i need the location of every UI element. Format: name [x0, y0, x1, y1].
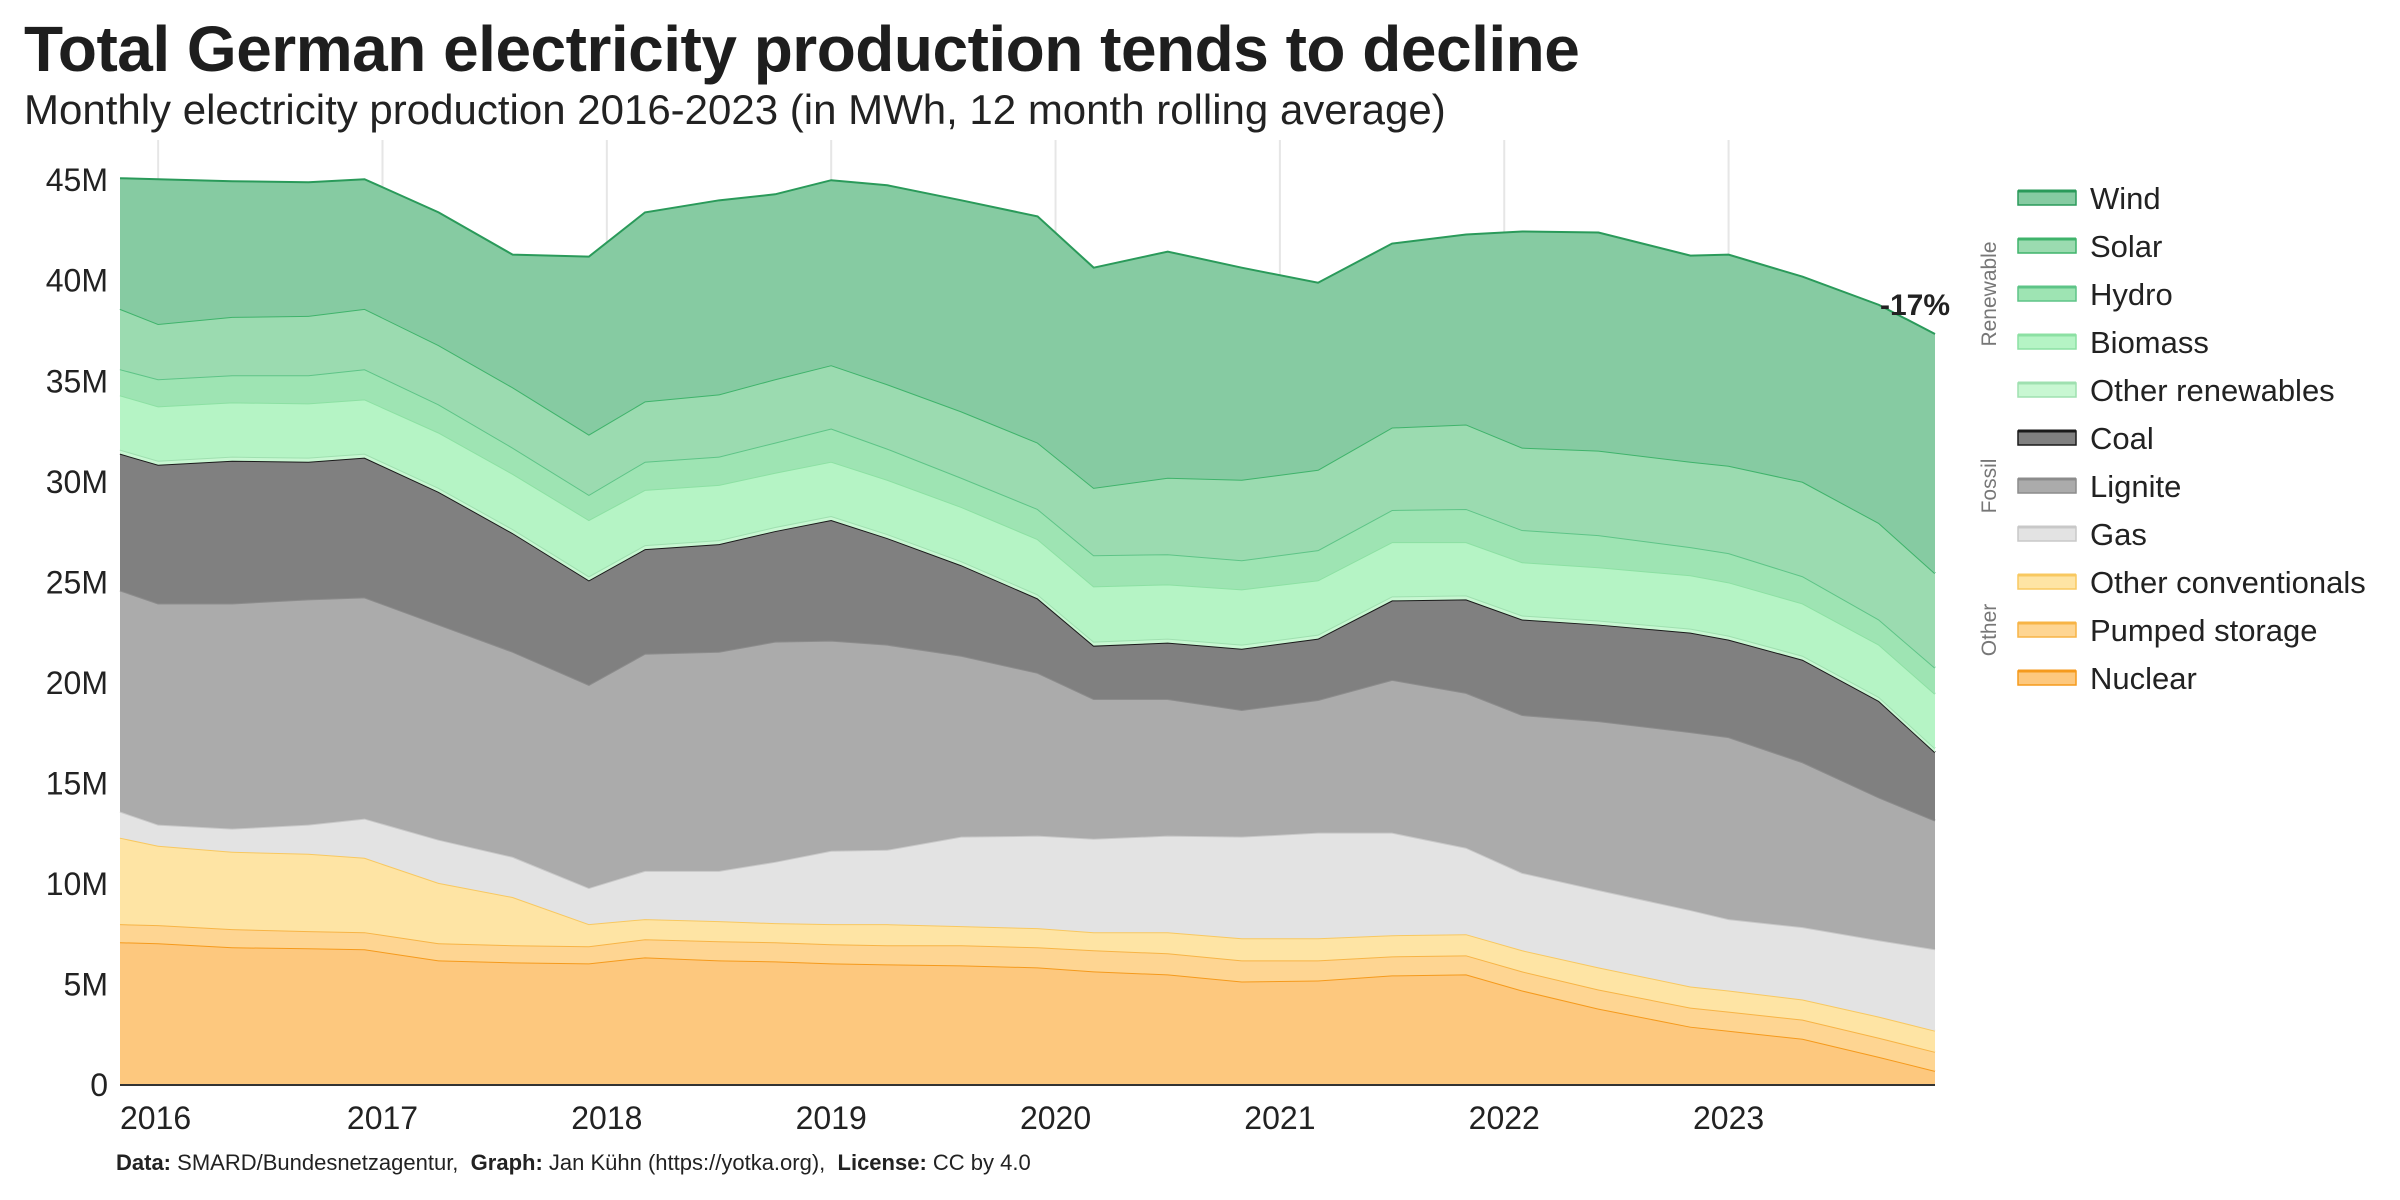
legend-swatch-hydro — [2017, 286, 2077, 302]
y-tick-label: 5M — [64, 966, 108, 1002]
legend-swatch-biomass — [2017, 334, 2077, 350]
legend-swatch-nuclear — [2017, 670, 2077, 686]
y-tick-label: 10M — [46, 866, 108, 902]
legend-label-gas: Gas — [2090, 517, 2147, 552]
x-tick-label-2018: 2018 — [571, 1100, 642, 1136]
annotations: -17% — [1880, 289, 1950, 322]
line-other-conventionals — [119, 836, 1936, 1032]
y-tick-label: 45M — [46, 162, 108, 198]
legend-label-other-renewables: Other renewables — [2090, 373, 2335, 408]
area-other-conventionals — [120, 837, 1935, 1052]
x-tick-label-2017: 2017 — [347, 1100, 418, 1136]
legend-label-nuclear: Nuclear — [2090, 661, 2197, 696]
footer-license-value: CC by 4.0 — [932, 1150, 1031, 1175]
y-tick-label: 30M — [46, 464, 108, 500]
legend-swatch-wind — [2017, 190, 2077, 206]
y-tick-label: 20M — [46, 665, 108, 701]
change-annotation: -17% — [1880, 289, 1950, 322]
legend-label-coal: Coal — [2090, 421, 2154, 456]
y-tick-label: 35M — [46, 363, 108, 399]
legend-swatch-coal — [2017, 430, 2077, 446]
y-tick-label: 40M — [46, 263, 108, 299]
legend-label-biomass: Biomass — [2090, 325, 2209, 360]
footer-graph-value: Jan Kühn (https://yotka.org), — [548, 1150, 826, 1175]
legend-swatch-other-renewables — [2017, 382, 2077, 398]
area-solar — [120, 308, 1935, 668]
area-wind — [120, 178, 1935, 574]
x-tick-label-2016: 2016 — [120, 1100, 191, 1136]
legend-swatch-lignite — [2017, 478, 2077, 494]
legend-swatch-solar — [2017, 238, 2077, 254]
legend-group-other: Other — [1978, 604, 2001, 657]
source-footer: Data: SMARD/Bundesnetzagentur, Graph: Ja… — [116, 1150, 1031, 1176]
legend-group-fossil: Fossil — [1978, 459, 2001, 514]
area-series — [119, 177, 1936, 1085]
area-gas — [120, 811, 1935, 1031]
area-hydro — [120, 369, 1935, 694]
legend-group-renewable: Renewable — [1978, 241, 2001, 346]
legend-swatch-other-conventionals — [2017, 574, 2077, 590]
x-tick-label-2021: 2021 — [1244, 1100, 1315, 1136]
footer-license-label: License: — [837, 1150, 927, 1175]
footer-graph-label: Graph: — [470, 1150, 543, 1175]
y-tick-label: 25M — [46, 564, 108, 600]
chart-subtitle: Monthly electricity production 2016-2023… — [24, 86, 1446, 133]
x-tick-label-2023: 2023 — [1693, 1100, 1764, 1136]
chart-title: Total German electricity production tend… — [24, 13, 1580, 85]
area-pumped-storage — [120, 924, 1935, 1071]
legend-label-other-conventionals: Other conventionals — [2090, 565, 2366, 600]
axes: 0 5M 10M 15M 20M 25M 30M 35M 40M 45M 2016 2017 2018 2… — [46, 162, 1935, 1136]
x-tick-label-2020: 2020 — [1020, 1100, 1091, 1136]
footer-data-label: Data: — [116, 1150, 172, 1175]
area-nuclear — [120, 942, 1935, 1085]
area-lignite — [120, 590, 1935, 950]
legend-swatch-gas — [2017, 526, 2077, 542]
legend-swatch-pumped-storage — [2017, 622, 2077, 638]
x-tick-label-2019: 2019 — [796, 1100, 867, 1136]
footer-data-value: SMARD/Bundesnetzagentur, — [177, 1150, 459, 1175]
legend-label-lignite: Lignite — [2090, 469, 2181, 504]
y-tick-label: 15M — [46, 765, 108, 801]
legend-label-pumped-storage: Pumped storage — [2090, 613, 2317, 648]
area-biomass — [120, 395, 1935, 749]
x-tick-label-2022: 2022 — [1469, 1100, 1540, 1136]
legend-label-hydro: Hydro — [2090, 277, 2173, 312]
y-tick-label: 0 — [90, 1067, 108, 1103]
area-coal — [120, 453, 1935, 821]
legend: Wind Solar Hydro Biomass Other renewables Ren… — [1978, 181, 2366, 696]
legend-label-wind: Wind — [2090, 181, 2161, 216]
line-wind — [119, 177, 1936, 335]
legend-label-solar: Solar — [2090, 229, 2162, 264]
